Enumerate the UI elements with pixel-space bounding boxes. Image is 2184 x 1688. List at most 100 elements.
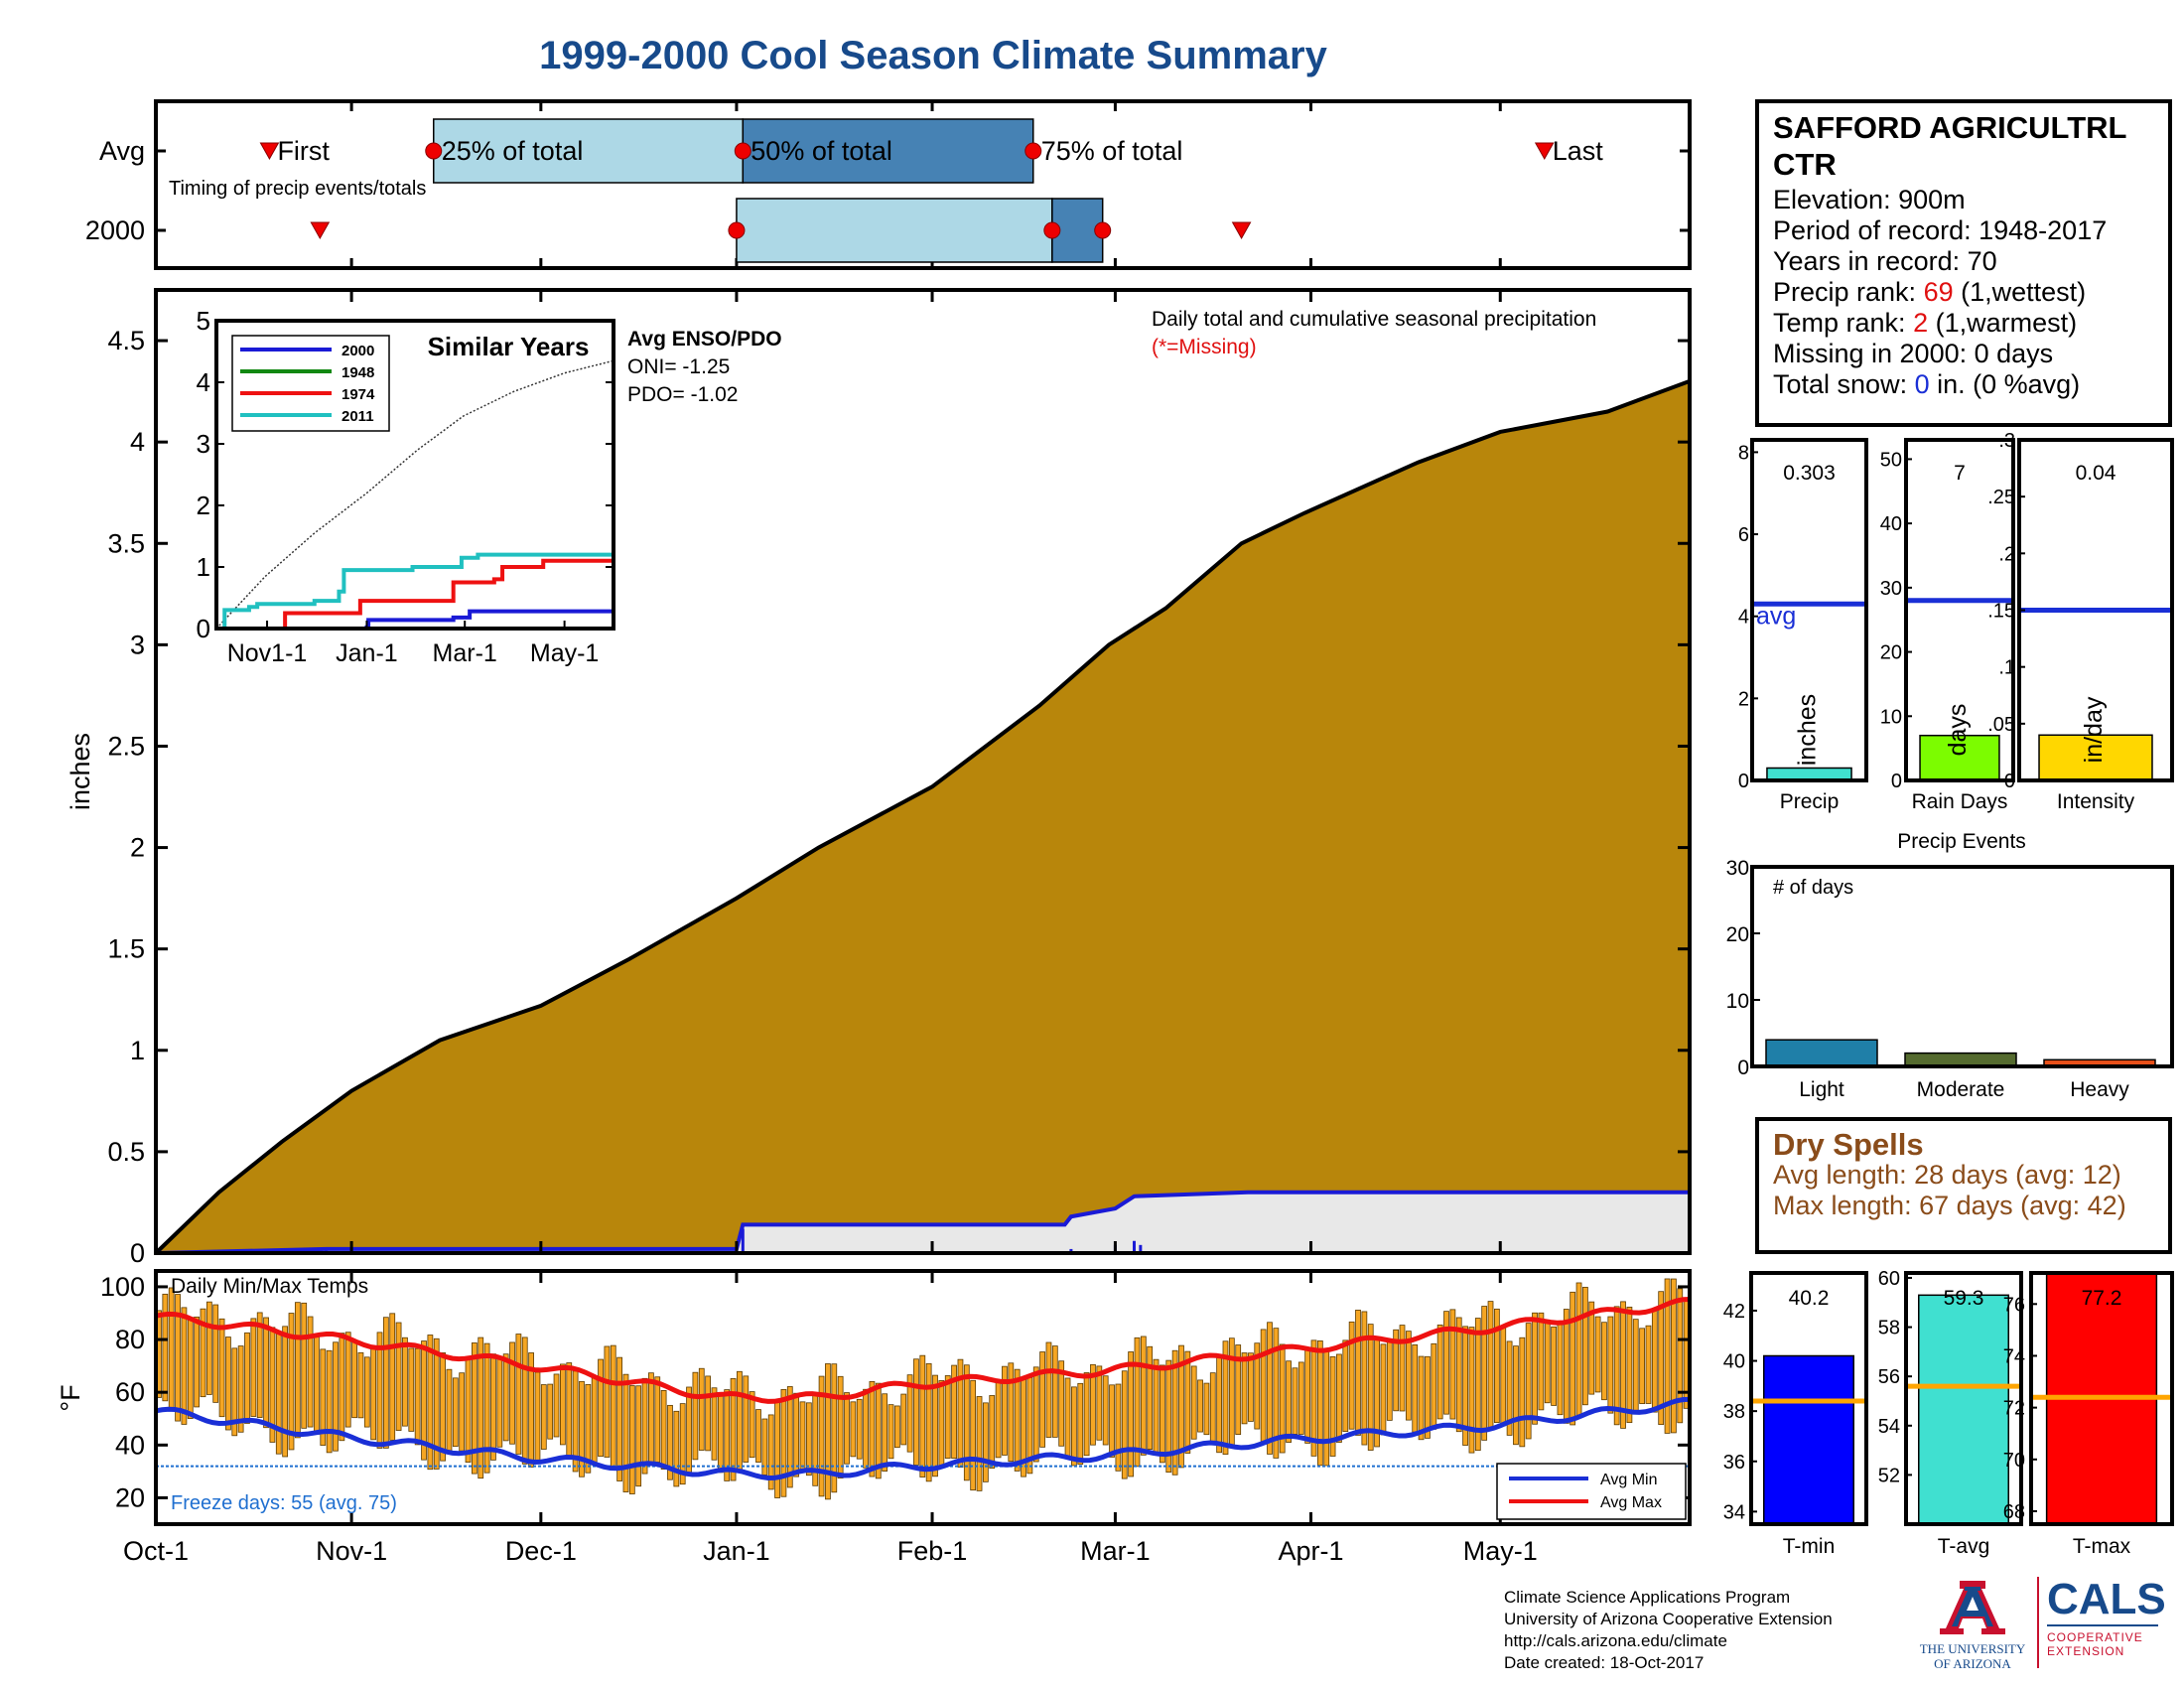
- daily-temp-bar: [1412, 1344, 1419, 1433]
- summary-y-label: 0: [2004, 771, 2015, 792]
- daily-temp-bar: [1304, 1348, 1311, 1444]
- daily-temp-bar: [1342, 1339, 1349, 1432]
- daily-temp-bar: [1645, 1325, 1652, 1404]
- events-annotation: # of days: [1773, 877, 1853, 899]
- daily-temp-bar: [850, 1401, 857, 1458]
- daily-temp-bar: [1671, 1278, 1677, 1434]
- temps-x-label: Nov-1: [316, 1536, 387, 1566]
- dry-spells-title: Dry Spells: [1773, 1127, 1924, 1162]
- daily-temp-bar: [560, 1363, 566, 1446]
- daily-temp-bar: [610, 1344, 616, 1468]
- timing-avg-last-marker: [1534, 142, 1555, 161]
- summary-unit-label: inches: [1794, 694, 1822, 766]
- temps-x-label: Dec-1: [505, 1536, 577, 1566]
- daily-temp-bar: [1002, 1365, 1008, 1456]
- summary-avg-label: avg: [1756, 602, 1796, 630]
- daily-temp-bar: [1216, 1354, 1223, 1454]
- page-title: 1999-2000 Cool Season Climate Summary: [539, 34, 1327, 77]
- summary-y-label: .25: [1987, 487, 2015, 508]
- enso-title: Avg ENSO/PDO: [627, 328, 782, 351]
- temp-category-label: T-max: [2073, 1535, 2131, 1558]
- event-category-label: Heavy: [2070, 1078, 2129, 1101]
- daily-temp-bar: [1209, 1372, 1216, 1445]
- daily-temp-bar: [1626, 1306, 1633, 1424]
- daily-temp-bar: [1197, 1379, 1203, 1433]
- ua-a-logo-icon: [1940, 1581, 2005, 1634]
- inset-legend-label: 1948: [341, 364, 374, 381]
- daily-temp-bar: [837, 1375, 844, 1478]
- daily-temp-bar: [818, 1375, 825, 1497]
- daily-temp-bar: [1147, 1345, 1154, 1450]
- cum-y-tick-label: 2: [130, 833, 145, 863]
- timing-subtitle: Timing of precip events/totals: [169, 178, 426, 200]
- daily-temp-bar: [900, 1393, 907, 1446]
- inset-y-label: 0: [197, 614, 210, 643]
- daily-temp-bar: [591, 1374, 598, 1465]
- daily-temp-bar: [1222, 1340, 1229, 1455]
- summary-y-label: 0: [1891, 771, 1902, 792]
- daily-temp-bar: [679, 1403, 686, 1485]
- daily-temp-bar: [622, 1373, 629, 1492]
- inset-x-label: Nov1-1: [227, 639, 308, 667]
- temps-x-label: Mar-1: [1080, 1536, 1151, 1566]
- temps-x-label: Feb-1: [897, 1536, 968, 1566]
- cum-y-tick-label: 1.5: [107, 934, 145, 964]
- temp-y-label: 34: [1723, 1501, 1745, 1523]
- daily-temp-bar: [1500, 1325, 1507, 1427]
- daily-temp-bar: [1071, 1386, 1077, 1467]
- daily-temp-bar: [743, 1375, 750, 1463]
- daily-temp-bar: [1184, 1350, 1191, 1454]
- daily-temp-bar: [1109, 1384, 1115, 1458]
- inset-x-label: Jan-1: [336, 639, 398, 667]
- daily-temp-bar: [1032, 1366, 1039, 1463]
- daily-temp-bar: [294, 1302, 301, 1439]
- daily-temp-bar: [1487, 1301, 1494, 1429]
- daily-temp-bar: [1399, 1325, 1406, 1412]
- summary-y-label: 10: [1880, 706, 1902, 728]
- daily-temp-bar: [263, 1317, 269, 1429]
- daily-temp-bar: [1425, 1355, 1431, 1439]
- temp-value-label: 40.2: [1789, 1287, 1830, 1310]
- inset-x-label: May-1: [530, 639, 599, 667]
- temps-y-label: 100: [100, 1272, 145, 1302]
- daily-temp-bar: [339, 1333, 345, 1442]
- daily-temp-bar: [976, 1396, 983, 1491]
- daily-temp-bar: [1292, 1367, 1298, 1435]
- daily-temp-bar: [686, 1386, 692, 1475]
- daily-temp-bar: [1386, 1338, 1393, 1421]
- event-y-label: 10: [1726, 990, 1749, 1013]
- daily-temp-bar: [521, 1336, 528, 1465]
- daily-temp-bar: [749, 1391, 755, 1459]
- daily-temp-bar: [288, 1313, 295, 1451]
- missing-days: Missing in 2000: 0 days: [1773, 339, 2054, 368]
- daily-temp-bar: [490, 1353, 496, 1461]
- daily-temp-bar: [1153, 1358, 1160, 1454]
- precip-rank: Precip rank: 69 (1,wettest): [1773, 277, 2087, 307]
- daily-temp-bar: [1115, 1383, 1122, 1472]
- daily-temp-bar: [1494, 1308, 1500, 1424]
- avg-cumulative-area: [156, 380, 1690, 1253]
- similar-years-inset: 0 1 2 3 4 5 Nov1-1 Jan-1 Mar-1 May-1 2000 1948 1974 2…: [197, 306, 615, 667]
- daily-temp-bar: [799, 1401, 806, 1473]
- station-info-panel: SAFFORD AGRICULTRL CTR Elevation: 900m Pe…: [1755, 99, 2172, 427]
- daily-temp-bar: [1336, 1353, 1342, 1443]
- daily-temp-bar: [761, 1418, 768, 1476]
- daily-temp-bar: [1570, 1291, 1576, 1426]
- summary-category-label: Rain Days: [1912, 790, 2008, 813]
- daily-temp-bar: [351, 1340, 357, 1419]
- daily-temp-bar: [730, 1378, 737, 1481]
- temp-y-label: 36: [1723, 1452, 1745, 1474]
- daily-temp-bar: [1658, 1291, 1665, 1426]
- temp-value-label: 77.2: [2082, 1287, 2122, 1310]
- daily-temp-bar: [1323, 1348, 1330, 1467]
- daily-temp-bar: [825, 1363, 831, 1500]
- daily-temp-bar: [1468, 1327, 1475, 1454]
- temp-bar-frame: [1904, 1271, 2023, 1526]
- daily-temp-bar: [1455, 1317, 1462, 1433]
- daily-temp-bar: [515, 1334, 522, 1455]
- avg-max-line: [155, 1296, 1691, 1404]
- daily-temp-bar: [628, 1385, 635, 1494]
- daily-temp-bar: [925, 1362, 932, 1482]
- temps-y-label: 80: [115, 1325, 145, 1354]
- daily-temp-bar: [478, 1336, 484, 1479]
